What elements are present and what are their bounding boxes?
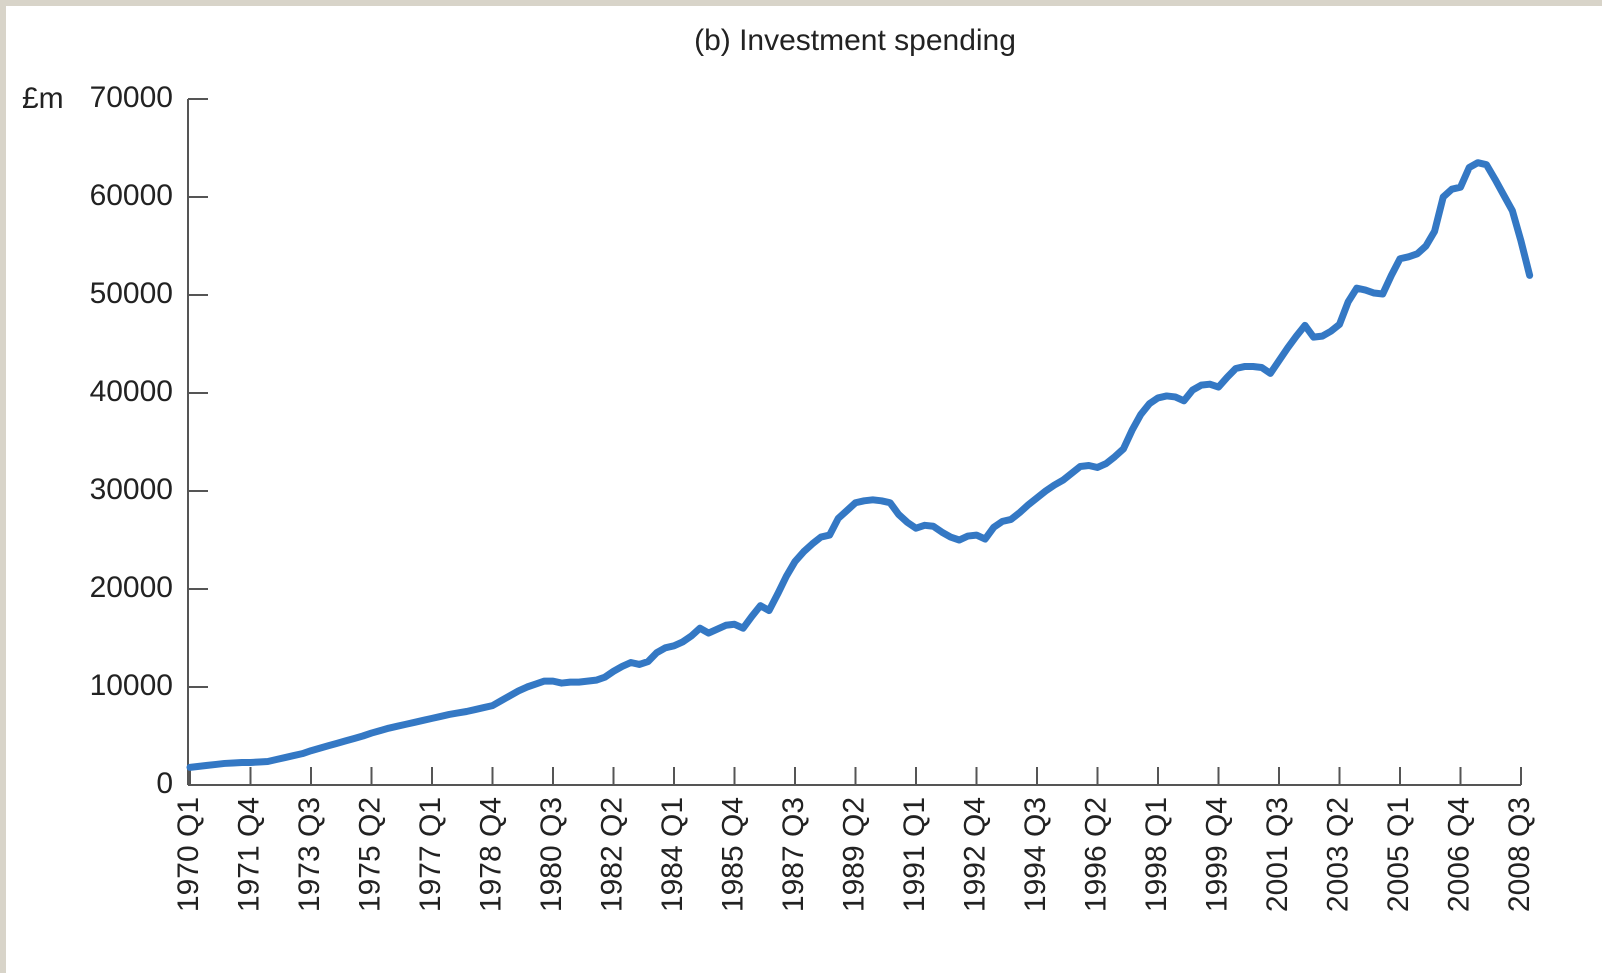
x-tick-label: 1994 Q3 (1019, 797, 1052, 912)
chart-title: (b) Investment spending (694, 24, 1016, 57)
x-tick-label: 1987 Q3 (777, 797, 810, 912)
x-tick-label: 1973 Q3 (293, 797, 326, 912)
x-tick-label: 2008 Q3 (1503, 797, 1536, 912)
x-tick-label: 1977 Q1 (414, 797, 447, 912)
x-tick-label: 1975 Q2 (353, 797, 386, 912)
y-unit: £m (22, 82, 64, 115)
y-tick-label: 50000 (90, 277, 173, 310)
x-tick-label: 2001 Q3 (1261, 797, 1294, 912)
y-tick-label: 30000 (90, 473, 173, 506)
y-tick-label: 20000 (90, 571, 173, 604)
x-tick-label: 1996 Q2 (1079, 797, 1112, 912)
x-tick-label: 1992 Q4 (958, 797, 991, 912)
x-tick-label: 1984 Q1 (656, 797, 689, 912)
y-tick-label: 10000 (90, 669, 173, 702)
x-tick-label: 1980 Q3 (535, 797, 568, 912)
x-tick-label: 2003 Q2 (1321, 797, 1354, 912)
x-tick-label: 1999 Q4 (1200, 797, 1233, 912)
x-tick-label: 1998 Q1 (1140, 797, 1173, 912)
x-tick-label: 2005 Q1 (1382, 797, 1415, 912)
panel (6, 6, 1602, 973)
x-tick-label: 2006 Q4 (1442, 797, 1475, 912)
x-tick-label: 1989 Q2 (837, 797, 870, 912)
x-tick-label: 1982 Q2 (595, 797, 628, 912)
x-tick-label: 1970 Q1 (172, 797, 205, 912)
y-tick-label: 40000 (90, 375, 173, 408)
y-tick-label: 60000 (90, 179, 173, 212)
y-tick-label: 0 (156, 767, 173, 800)
x-tick-label: 1978 Q4 (474, 797, 507, 912)
y-tick-label: 70000 (90, 81, 173, 114)
data-line (186, 159, 1534, 771)
x-tick-label: 1985 Q4 (716, 797, 749, 912)
x-tick-label: 1991 Q1 (898, 797, 931, 912)
x-tick-label: 1971 Q4 (232, 797, 265, 912)
